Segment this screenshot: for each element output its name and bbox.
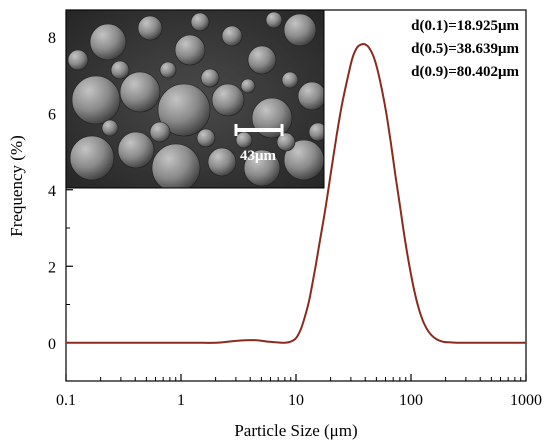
y-axis-title: Frequency (%) <box>7 135 26 237</box>
y-tick-label: 4 <box>48 183 56 200</box>
annotation-d10: d(0.1)=18.925μm <box>411 18 519 34</box>
annotation-d90: d(0.9)=80.402μm <box>411 64 519 80</box>
y-tick-label: 6 <box>48 106 56 123</box>
x-tick-label: 0.1 <box>56 392 76 409</box>
scale-bar <box>234 124 284 136</box>
x-axis-title: Particle Size (μm) <box>234 421 357 440</box>
sem-inset-image <box>66 10 324 188</box>
y-tick-label: 0 <box>48 336 56 353</box>
x-tick-label: 1 <box>177 392 185 409</box>
annotation-d50: d(0.5)=38.639μm <box>411 41 519 57</box>
y-tick-label: 2 <box>48 259 56 276</box>
x-tick-label: 1000 <box>510 392 542 409</box>
inset-frame <box>65 9 325 189</box>
x-tick-label: 10 <box>288 392 304 409</box>
x-tick-label: 100 <box>399 392 423 409</box>
series-line <box>65 43 526 344</box>
y-tick-label: 8 <box>48 30 56 47</box>
scale-bar-label: 43μm <box>240 148 277 164</box>
x-axis-ticks: 0.1 1 10 100 1000 <box>56 374 542 409</box>
